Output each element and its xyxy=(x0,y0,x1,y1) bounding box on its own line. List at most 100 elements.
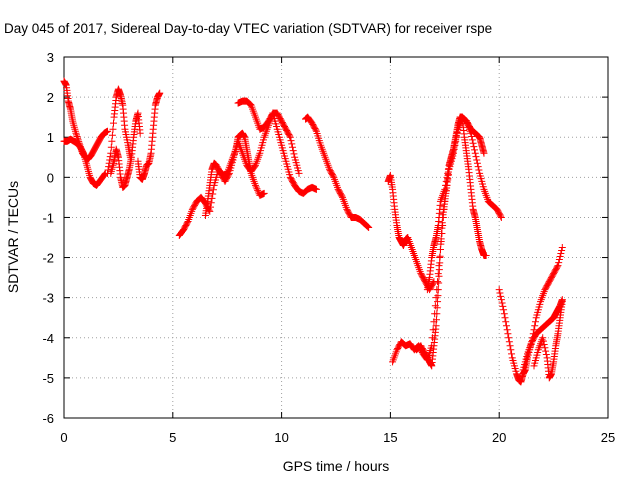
y-tick-label: -4 xyxy=(42,331,54,346)
data-point xyxy=(505,338,513,346)
data-point xyxy=(480,149,488,157)
data-point xyxy=(290,150,298,158)
plot-area xyxy=(63,56,609,419)
data-point xyxy=(442,181,450,189)
data-point xyxy=(251,181,259,189)
data-point xyxy=(295,169,303,177)
x-tick-label: 25 xyxy=(601,430,615,445)
data-point xyxy=(503,326,511,334)
data-point xyxy=(442,177,450,185)
y-tick-label: -3 xyxy=(42,291,54,306)
data-point xyxy=(443,173,451,181)
data-point xyxy=(287,137,295,145)
data-point xyxy=(539,334,547,342)
data-point xyxy=(502,318,510,326)
data-point xyxy=(453,129,461,137)
data-point xyxy=(434,292,442,300)
data-point xyxy=(286,132,294,140)
y-axis-label: SDTVAR / TECUs xyxy=(5,181,21,293)
data-series xyxy=(134,89,164,183)
data-point xyxy=(468,136,476,144)
data-point xyxy=(253,185,261,193)
data-point xyxy=(469,139,477,147)
data-point xyxy=(209,190,217,198)
data-point xyxy=(434,278,442,286)
data-point xyxy=(471,149,479,157)
data-point xyxy=(156,89,164,97)
data-series xyxy=(201,109,320,219)
y-tick-label: -2 xyxy=(42,251,54,266)
data-point xyxy=(225,171,233,179)
data-point xyxy=(482,252,490,260)
data-series xyxy=(302,113,373,231)
data-point xyxy=(556,253,564,261)
data-point xyxy=(435,279,443,287)
data-point xyxy=(452,132,460,140)
data-point xyxy=(73,131,81,139)
data-point xyxy=(183,219,191,227)
data-point xyxy=(497,212,505,220)
y-tick-label: -5 xyxy=(42,371,54,386)
data-point xyxy=(106,156,114,164)
data-point xyxy=(108,137,116,145)
data-point xyxy=(557,250,565,258)
data-point xyxy=(504,330,512,338)
data-point xyxy=(207,203,215,211)
y-axis-ticks: -6 -5 -4 -3 -2 -1 0 1 2 3 xyxy=(42,50,608,426)
data-point xyxy=(554,262,562,270)
data-point xyxy=(531,322,539,330)
data-point xyxy=(502,322,510,330)
data-point xyxy=(109,125,117,133)
x-axis-label: GPS time / hours xyxy=(283,458,390,474)
data-point xyxy=(209,186,217,194)
data-point xyxy=(450,142,458,150)
data-point xyxy=(432,322,440,330)
data-point xyxy=(553,263,561,271)
data-point xyxy=(289,147,297,155)
data-point xyxy=(451,139,459,147)
y-tick-label: -1 xyxy=(42,210,54,225)
data-point xyxy=(472,153,480,161)
data-point xyxy=(473,159,481,167)
data-point xyxy=(558,298,566,306)
x-tick-label: 0 xyxy=(60,430,67,445)
data-point xyxy=(473,156,481,164)
data-point xyxy=(444,165,452,173)
data-point xyxy=(207,199,215,207)
data-series xyxy=(519,296,566,374)
data-series xyxy=(107,109,144,191)
data-point xyxy=(497,292,505,300)
data-point xyxy=(501,314,509,322)
data-point xyxy=(555,256,563,264)
data-point xyxy=(136,129,144,137)
data-point xyxy=(540,340,548,348)
data-point xyxy=(475,166,483,174)
x-tick-label: 10 xyxy=(274,430,288,445)
data-point xyxy=(363,222,371,230)
data-point xyxy=(312,126,320,134)
data-point xyxy=(500,306,508,314)
data-point xyxy=(312,185,320,193)
data-point xyxy=(433,304,441,312)
data-point xyxy=(468,133,476,141)
data-point xyxy=(497,296,505,304)
data-point xyxy=(72,129,80,137)
data-point xyxy=(73,133,81,141)
data-series xyxy=(384,171,438,294)
x-tick-label: 20 xyxy=(492,430,506,445)
data-series xyxy=(530,298,566,382)
data-point xyxy=(500,310,508,318)
data-points xyxy=(60,77,566,386)
data-point xyxy=(499,302,507,310)
data-point xyxy=(108,131,116,139)
data-point xyxy=(470,143,478,151)
data-point xyxy=(435,272,443,280)
y-tick-label: -6 xyxy=(42,411,54,426)
data-point xyxy=(508,350,516,358)
data-point xyxy=(558,244,566,252)
data-point xyxy=(329,172,337,180)
data-point xyxy=(441,185,449,193)
data-point xyxy=(251,162,259,170)
x-axis-ticks: 0 5 10 15 20 25 xyxy=(60,57,615,445)
